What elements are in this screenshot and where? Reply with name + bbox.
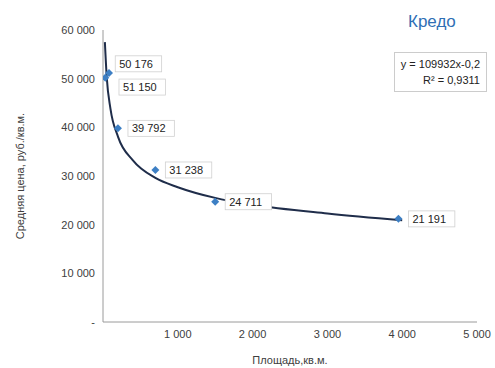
- svg-text:50 176: 50 176: [119, 58, 153, 70]
- svg-text:21 191: 21 191: [412, 213, 446, 225]
- svg-text:2 000: 2 000: [239, 328, 267, 340]
- svg-text:Средняя цена, руб./кв.м.: Средняя цена, руб./кв.м.: [14, 113, 26, 239]
- html-text:Кредо: Кредо: [408, 12, 456, 31]
- svg-text:1 000: 1 000: [164, 328, 192, 340]
- svg-text:31 238: 31 238: [169, 164, 203, 176]
- svg-text:20 000: 20 000: [61, 219, 95, 231]
- svg-text:39 792: 39 792: [132, 122, 166, 134]
- svg-text:3 000: 3 000: [314, 328, 342, 340]
- html-text:y = 109932x-0,2: y = 109932x-0,2: [400, 58, 480, 70]
- svg-text:10 000: 10 000: [61, 267, 95, 279]
- svg-text:40 000: 40 000: [61, 121, 95, 133]
- svg-text:51 150: 51 150: [123, 81, 157, 93]
- svg-text:5 000: 5 000: [463, 328, 491, 340]
- svg-text:30 000: 30 000: [61, 170, 95, 182]
- svg-text:Площадь,кв.м.: Площадь,кв.м.: [252, 354, 327, 366]
- svg-text:50 000: 50 000: [61, 73, 95, 85]
- svg-text:60 000: 60 000: [61, 24, 95, 36]
- svg-text:4 000: 4 000: [388, 328, 416, 340]
- svg-text:-: -: [91, 316, 95, 328]
- html-text:R² = 0,9311: R² = 0,9311: [423, 74, 480, 86]
- svg-text:24 711: 24 711: [229, 196, 262, 208]
